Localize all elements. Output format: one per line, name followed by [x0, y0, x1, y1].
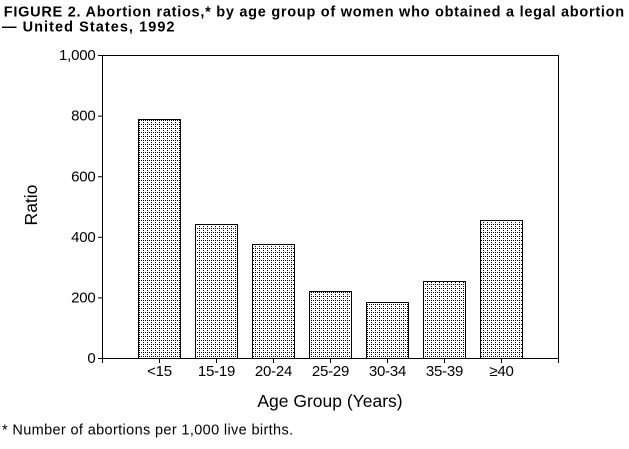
svg-text:— United States, 1992: — United States, 1992 — [2, 20, 176, 36]
svg-text:0: 0 — [87, 350, 95, 367]
svg-text:400: 400 — [71, 229, 95, 246]
svg-text:* Number of abortions per 1,00: * Number of abortions per 1,000 live bir… — [2, 423, 293, 439]
svg-text:25-29: 25-29 — [312, 363, 349, 380]
svg-text:200: 200 — [71, 290, 95, 307]
svg-text:600: 600 — [71, 168, 95, 185]
svg-text:Age Group (Years): Age Group (Years) — [257, 391, 402, 411]
svg-text:20-24: 20-24 — [255, 363, 292, 380]
svg-text:35-39: 35-39 — [426, 363, 463, 380]
svg-text:800: 800 — [71, 108, 95, 125]
svg-text:FIGURE 2. Abortion ratios,* by: FIGURE 2. Abortion ratios,* by age group… — [4, 4, 625, 20]
svg-text:15-19: 15-19 — [198, 363, 235, 380]
svg-text:Ratio: Ratio — [21, 185, 41, 226]
svg-text:≥40: ≥40 — [489, 363, 513, 380]
svg-text:1,000: 1,000 — [59, 47, 96, 64]
svg-text:30-34: 30-34 — [369, 363, 406, 380]
svg-text:<15: <15 — [147, 363, 172, 380]
